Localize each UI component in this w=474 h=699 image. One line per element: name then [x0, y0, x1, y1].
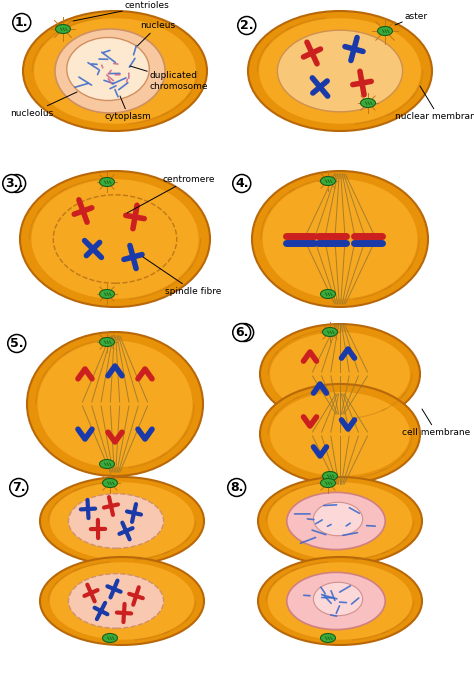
Ellipse shape: [40, 477, 204, 565]
Text: cell membrane: cell membrane: [402, 409, 470, 436]
Text: nucleus: nucleus: [137, 22, 175, 46]
Ellipse shape: [55, 29, 165, 113]
Text: 1.: 1.: [15, 16, 28, 29]
Ellipse shape: [287, 572, 385, 630]
Ellipse shape: [50, 562, 194, 640]
Text: 2.: 2.: [240, 19, 254, 32]
Ellipse shape: [100, 459, 115, 468]
Ellipse shape: [20, 171, 210, 307]
Text: duplicated
chromosome: duplicated chromosome: [130, 66, 209, 91]
Ellipse shape: [361, 99, 375, 108]
Ellipse shape: [37, 340, 192, 468]
Text: 3.: 3.: [5, 177, 18, 190]
Ellipse shape: [40, 557, 204, 645]
Ellipse shape: [68, 574, 164, 628]
Text: aster: aster: [395, 11, 428, 25]
Text: centromere: centromere: [127, 175, 216, 213]
Ellipse shape: [100, 289, 115, 298]
Text: 4.: 4.: [235, 177, 248, 190]
Ellipse shape: [322, 472, 337, 480]
Ellipse shape: [248, 11, 432, 131]
Ellipse shape: [258, 477, 422, 565]
Ellipse shape: [27, 332, 203, 476]
Ellipse shape: [102, 479, 118, 487]
Text: 8.: 8.: [230, 481, 243, 494]
Text: 7.: 7.: [12, 481, 26, 494]
Ellipse shape: [252, 171, 428, 307]
Ellipse shape: [50, 482, 194, 560]
Ellipse shape: [263, 179, 418, 299]
Ellipse shape: [287, 492, 385, 549]
Text: spindle fibre: spindle fibre: [143, 257, 221, 296]
Ellipse shape: [320, 289, 336, 298]
Ellipse shape: [320, 633, 336, 642]
Ellipse shape: [258, 557, 422, 645]
Ellipse shape: [270, 392, 410, 476]
Text: cytoplasm: cytoplasm: [105, 96, 152, 120]
Ellipse shape: [260, 324, 420, 424]
Ellipse shape: [100, 178, 115, 187]
Ellipse shape: [320, 479, 336, 487]
Ellipse shape: [55, 24, 71, 34]
Ellipse shape: [68, 493, 164, 548]
Ellipse shape: [322, 328, 337, 336]
Ellipse shape: [268, 562, 412, 640]
Ellipse shape: [270, 332, 410, 416]
Ellipse shape: [67, 38, 149, 101]
Text: 5.: 5.: [10, 337, 24, 350]
Text: 6.: 6.: [238, 326, 251, 339]
Ellipse shape: [23, 11, 207, 131]
Ellipse shape: [377, 27, 392, 36]
Text: nucleolus: nucleolus: [10, 92, 77, 117]
Ellipse shape: [31, 179, 199, 299]
Ellipse shape: [277, 30, 402, 112]
Ellipse shape: [102, 633, 118, 642]
Ellipse shape: [100, 338, 115, 347]
Text: nuclear membrane: nuclear membrane: [395, 86, 474, 120]
Ellipse shape: [260, 384, 420, 484]
Ellipse shape: [34, 18, 196, 124]
Text: centrioles: centrioles: [73, 1, 170, 21]
Ellipse shape: [259, 18, 421, 124]
Ellipse shape: [320, 177, 336, 185]
Text: 6.: 6.: [235, 326, 248, 339]
Ellipse shape: [313, 582, 363, 616]
Text: 3.: 3.: [10, 177, 23, 190]
Ellipse shape: [268, 482, 412, 560]
Ellipse shape: [313, 503, 363, 535]
